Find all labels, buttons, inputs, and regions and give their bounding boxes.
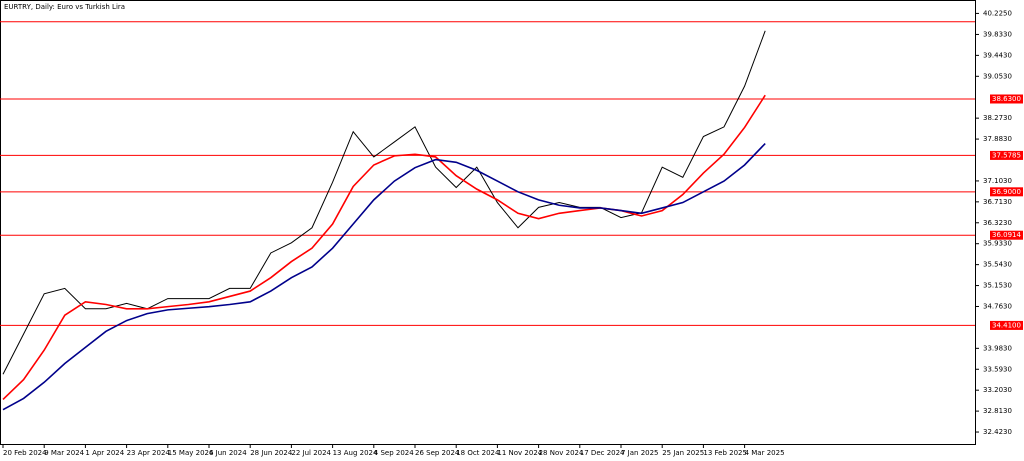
level-label-box bbox=[990, 230, 1023, 240]
y-tick-label: 32.8130 bbox=[983, 407, 1012, 415]
series-line bbox=[2, 142, 766, 411]
level-label-box bbox=[990, 187, 1023, 197]
y-tick-label: 33.5930 bbox=[983, 365, 1012, 373]
x-tick-label: 4 Mar 2025 bbox=[745, 449, 785, 457]
level-label: 38.6300 bbox=[992, 95, 1021, 103]
y-tick-label: 37.8830 bbox=[983, 135, 1012, 143]
plot-frame bbox=[0, 0, 976, 445]
level-label: 37.5785 bbox=[992, 151, 1021, 159]
x-tick-label: 15 May 2024 bbox=[168, 449, 214, 457]
x-tick-label: 13 Feb 2025 bbox=[703, 449, 747, 457]
y-tick-label: 35.1530 bbox=[983, 282, 1012, 290]
level-label: 34.4100 bbox=[992, 321, 1021, 329]
chart-title: EURTRY, Daily: Euro vs Turkish Lira bbox=[4, 3, 125, 11]
y-tick-label: 39.4430 bbox=[983, 51, 1012, 59]
x-tick-label: 20 Feb 2024 bbox=[3, 449, 47, 457]
y-tick-label: 36.7130 bbox=[983, 198, 1012, 206]
x-tick-label: 22 Jul 2024 bbox=[291, 449, 331, 457]
x-tick-label: 28 Nov 2024 bbox=[539, 449, 584, 457]
x-tick-label: 25 Jan 2025 bbox=[662, 449, 704, 457]
y-tick-label: 32.4230 bbox=[983, 428, 1012, 436]
y-tick-label: 39.8330 bbox=[983, 30, 1012, 38]
x-tick-label: 18 Oct 2024 bbox=[456, 449, 500, 457]
x-tick-label: 11 Nov 2024 bbox=[497, 449, 542, 457]
y-tick-label: 39.0530 bbox=[983, 72, 1012, 80]
y-tick-label: 35.5430 bbox=[983, 261, 1012, 269]
x-tick-label: 28 Jun 2024 bbox=[250, 449, 293, 457]
y-tick-label: 37.1030 bbox=[983, 177, 1012, 185]
y-tick-label: 38.2730 bbox=[983, 114, 1012, 122]
y-tick-label: 40.2250 bbox=[983, 9, 1012, 17]
level-label-box bbox=[990, 94, 1023, 104]
x-tick-label: 7 Jan 2025 bbox=[621, 449, 659, 457]
y-tick-label: 33.2030 bbox=[983, 386, 1012, 394]
level-label: 36.9000 bbox=[992, 188, 1021, 196]
x-tick-label: 23 Apr 2024 bbox=[127, 449, 171, 457]
y-tick-label: 35.9330 bbox=[983, 240, 1012, 248]
level-label-box bbox=[990, 150, 1023, 160]
x-tick-label: 6 Jun 2024 bbox=[209, 449, 247, 457]
x-tick-label: 9 Mar 2024 bbox=[44, 449, 84, 457]
y-tick-label: 36.3230 bbox=[983, 219, 1012, 227]
x-tick-label: 4 Sep 2024 bbox=[374, 449, 414, 457]
y-tick-label: 34.7630 bbox=[983, 302, 1012, 310]
x-tick-label: 26 Sep 2024 bbox=[415, 449, 460, 457]
x-tick-label: 17 Dec 2024 bbox=[580, 449, 625, 457]
y-tick-label: 33.9830 bbox=[983, 344, 1012, 352]
x-tick-label: 13 Aug 2024 bbox=[333, 449, 378, 457]
level-label: 36.0914 bbox=[992, 231, 1021, 239]
series-line bbox=[2, 94, 766, 401]
level-label-box bbox=[990, 320, 1023, 330]
x-tick-label: 1 Apr 2024 bbox=[85, 449, 124, 457]
series-line bbox=[2, 30, 766, 375]
